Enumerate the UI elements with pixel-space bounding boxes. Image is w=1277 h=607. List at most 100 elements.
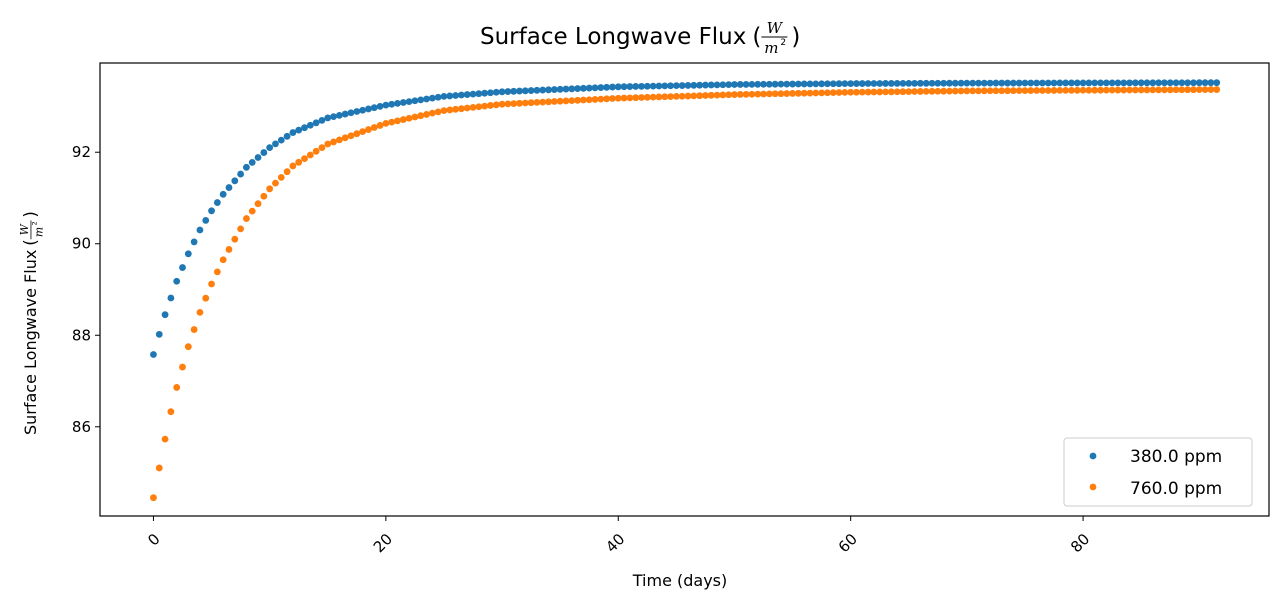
paren-close: )	[791, 24, 800, 50]
data-point	[1190, 79, 1197, 87]
data-point	[556, 97, 564, 105]
data-point	[376, 102, 384, 110]
data-point	[882, 88, 889, 96]
data-point	[824, 89, 831, 97]
unit-numerator: W	[18, 223, 31, 235]
data-point	[853, 80, 860, 87]
data-point	[614, 83, 622, 91]
data-point	[713, 91, 721, 99]
data-point	[428, 94, 436, 102]
data-point	[411, 113, 419, 121]
data-point	[173, 384, 181, 391]
data-point	[760, 80, 767, 88]
data-point	[678, 82, 686, 89]
data-point	[562, 85, 570, 93]
data-point	[614, 94, 622, 102]
data-point	[783, 90, 791, 97]
data-point	[1015, 79, 1023, 87]
data-point	[353, 108, 361, 115]
data-point	[452, 92, 459, 99]
data-point	[748, 90, 756, 98]
data-point	[533, 99, 541, 106]
data-point	[1172, 86, 1180, 94]
data-point	[1114, 86, 1122, 94]
data-point	[725, 81, 733, 89]
data-point	[911, 88, 918, 95]
data-point	[272, 179, 279, 187]
data-point	[957, 87, 965, 95]
chart-title-text: Surface Longwave Flux	[480, 24, 746, 50]
data-point	[777, 90, 785, 98]
data-point	[347, 109, 355, 117]
data-point	[574, 96, 581, 104]
data-point	[556, 85, 564, 93]
data-point	[1149, 86, 1157, 94]
data-point	[946, 79, 953, 87]
data-point	[306, 151, 314, 159]
data-point	[684, 82, 692, 89]
data-point	[405, 98, 413, 106]
data-point	[771, 90, 779, 98]
data-point	[237, 225, 245, 233]
data-point	[585, 84, 593, 92]
data-point	[359, 106, 367, 114]
data-point	[475, 103, 483, 111]
data-point	[353, 130, 361, 138]
data-point	[643, 82, 651, 90]
data-point	[783, 80, 791, 88]
data-point	[1027, 87, 1035, 94]
data-point	[794, 89, 802, 97]
data-point	[399, 99, 407, 106]
data-point	[231, 177, 239, 185]
data-point	[1149, 79, 1157, 87]
data-point	[719, 81, 727, 89]
data-point	[341, 134, 349, 142]
data-point	[609, 95, 616, 102]
data-point	[1056, 87, 1064, 94]
data-point	[1108, 86, 1116, 94]
data-point	[312, 147, 320, 155]
data-point	[1195, 86, 1203, 94]
data-point	[237, 170, 245, 178]
data-point	[626, 83, 634, 90]
data-point	[1033, 87, 1040, 94]
data-point	[1172, 79, 1180, 87]
data-point	[1062, 79, 1070, 87]
data-point	[632, 83, 640, 90]
unit-fraction-ylabel: (W m 2)	[18, 211, 45, 246]
data-point	[847, 88, 855, 96]
legend-label-380-ppm: 380.0 ppm	[1130, 447, 1222, 467]
data-point	[719, 91, 727, 99]
data-point	[655, 93, 663, 101]
data-point	[980, 79, 988, 87]
data-point	[580, 84, 587, 92]
data-point	[1161, 79, 1168, 87]
data-point	[394, 99, 401, 107]
data-point	[1039, 87, 1046, 94]
data-point	[1044, 87, 1052, 94]
data-point	[457, 105, 465, 113]
data-point	[702, 81, 709, 89]
data-point	[620, 94, 628, 102]
data-point	[388, 118, 396, 126]
data-point	[568, 85, 576, 93]
data-point	[649, 82, 657, 90]
data-point	[219, 256, 227, 264]
data-point	[1120, 79, 1128, 87]
data-point	[806, 89, 814, 97]
data-point	[911, 79, 918, 87]
data-point	[277, 136, 285, 144]
data-point	[446, 106, 454, 114]
data-point	[301, 124, 308, 132]
data-point	[318, 116, 326, 124]
y-tick-label: 88	[72, 326, 91, 344]
data-point	[184, 343, 192, 351]
data-point	[248, 207, 256, 215]
data-point	[731, 91, 738, 98]
data-point	[510, 87, 518, 95]
data-point	[155, 464, 163, 472]
data-point	[1114, 79, 1122, 87]
data-point	[1126, 86, 1133, 94]
